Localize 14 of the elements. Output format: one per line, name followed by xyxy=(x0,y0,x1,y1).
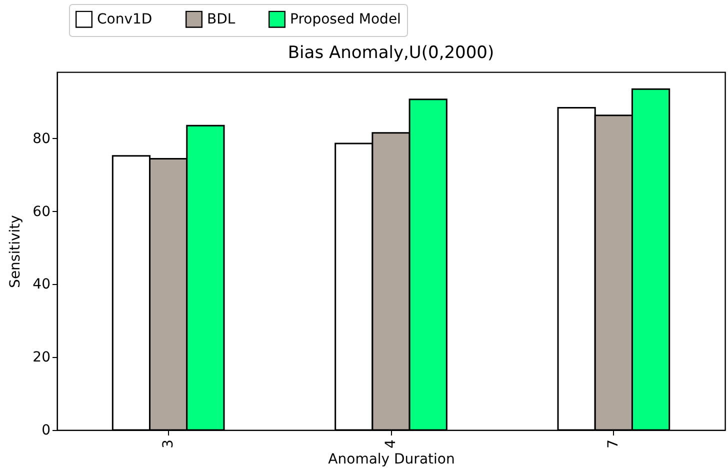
x-tick-label: 7 xyxy=(606,440,622,448)
y-tick-label: 20 xyxy=(32,350,50,366)
y-axis-title: Sensitivity xyxy=(8,215,24,288)
x-tick-label: 4 xyxy=(383,439,399,448)
y-tick-label: 60 xyxy=(32,204,50,220)
legend-label: BDL xyxy=(207,11,236,28)
legend-label: Proposed Model xyxy=(290,11,401,28)
chart-title: Bias Anomaly,U(0,2000) xyxy=(288,43,494,63)
legend-label: Conv1D xyxy=(97,11,152,28)
x-axis-title: Anomaly Duration xyxy=(328,451,455,468)
y-tick-label: 0 xyxy=(42,422,50,438)
x-tick-label: 3 xyxy=(160,440,176,448)
y-tick-label: 80 xyxy=(32,130,50,147)
y-tick-label: 40 xyxy=(32,276,50,293)
